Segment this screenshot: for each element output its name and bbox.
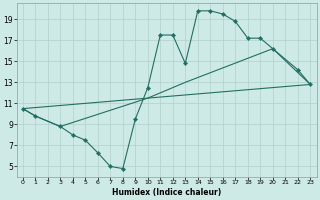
- X-axis label: Humidex (Indice chaleur): Humidex (Indice chaleur): [112, 188, 221, 197]
